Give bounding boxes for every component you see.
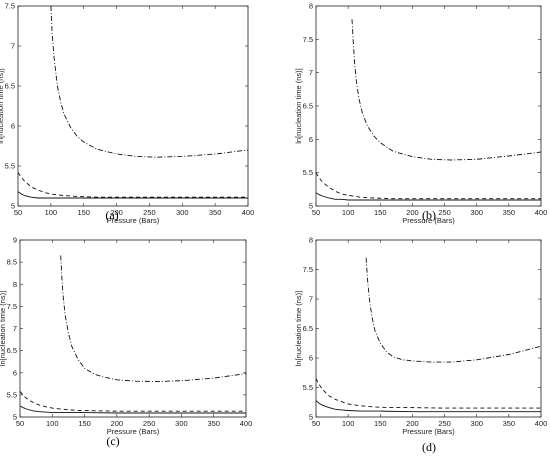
y-tick-label: 5.5 — [303, 168, 313, 177]
x-tick-label: 250 — [438, 419, 451, 428]
y-tick-label: 6.5 — [5, 82, 15, 91]
x-tick-label: 150 — [374, 419, 387, 428]
x-tick-label: 100 — [342, 419, 355, 428]
y-tick-label: 5 — [13, 413, 17, 422]
y-axis-label: ln[nucleation time (ns)] — [0, 291, 7, 366]
y-tick-label: 7.5 — [303, 265, 313, 274]
x-tick-label: 200 — [110, 208, 123, 217]
x-tick-label: 100 — [45, 208, 58, 217]
series-line-solid — [315, 400, 541, 413]
x-tick-label: 300 — [470, 208, 483, 217]
x-tick-label: 250 — [143, 419, 156, 428]
y-tick-label: 8 — [13, 280, 17, 289]
x-tick-label: 100 — [46, 419, 59, 428]
x-axis-label: Pressure (Bars) — [107, 216, 160, 225]
x-tick-label: 50 — [16, 419, 24, 428]
y-tick-label: 5 — [309, 202, 313, 211]
y-tick-label: 5.5 — [5, 162, 15, 171]
x-axis-label: Pressure (Bars) — [107, 427, 160, 436]
series-line-solid — [315, 192, 541, 201]
y-tick-label: 5 — [309, 413, 313, 422]
plot-frame — [19, 239, 247, 418]
x-tick-label: 50 — [312, 419, 320, 428]
y-axis-label: ln[nucleation time (ns)] — [294, 68, 303, 143]
series-line-dashdot — [365, 257, 542, 363]
x-tick-label: 400 — [535, 208, 548, 217]
y-tick-label: 8 — [309, 236, 313, 245]
x-tick-label: 150 — [374, 208, 387, 217]
x-tick-label: 50 — [14, 208, 22, 217]
x-tick-label: 250 — [438, 208, 451, 217]
panel-caption: (a) — [105, 208, 118, 222]
x-tick-label: 250 — [143, 208, 156, 217]
series-line-dashed — [315, 378, 541, 409]
x-axis-label: Pressure (Bars) — [402, 427, 455, 436]
series-line-dashdot — [351, 19, 542, 161]
y-tick-label: 7 — [309, 295, 313, 304]
x-tick-label: 150 — [78, 419, 91, 428]
series-line-dashed — [17, 172, 248, 198]
x-tick-label: 350 — [207, 419, 220, 428]
y-tick-label: 6.5 — [303, 102, 313, 111]
panel-caption: (b) — [422, 208, 436, 222]
series-line-solid — [17, 191, 248, 199]
x-tick-label: 400 — [240, 419, 253, 428]
x-tick-label: 200 — [406, 419, 419, 428]
x-tick-label: 300 — [470, 419, 483, 428]
chart-panel: 50 100 150 200 250 300 350 400 5 5.5 6 6.5 7 7.5 Press… — [0, 2, 254, 226]
x-axis-label: Pressure (Bars) — [402, 216, 455, 225]
y-tick-label: 6 — [309, 354, 313, 363]
y-tick-label: 6.5 — [303, 324, 313, 333]
chart-panel: 50 100 150 200 250 300 350 400 5 5.5 6 6.5 7 7.5 8 Pres… — [294, 2, 547, 226]
y-axis-label: ln[nucleation time (ns)] — [294, 291, 303, 366]
y-tick-label: 7 — [11, 42, 15, 51]
y-tick-label: 6 — [309, 135, 313, 144]
x-tick-label: 100 — [342, 208, 355, 217]
y-tick-label: 5.5 — [7, 390, 17, 399]
y-tick-label: 7.5 — [7, 302, 17, 311]
y-tick-label: 8 — [309, 2, 313, 11]
y-tick-label: 7 — [13, 324, 17, 333]
x-tick-label: 400 — [242, 208, 255, 217]
plot-frame — [17, 5, 249, 207]
x-tick-label: 300 — [176, 208, 189, 217]
plot-frame — [315, 5, 542, 207]
y-tick-label: 7.5 — [303, 35, 313, 44]
y-tick-label: 5.5 — [303, 383, 313, 392]
x-tick-label: 200 — [111, 419, 124, 428]
x-tick-label: 400 — [535, 419, 548, 428]
x-tick-label: 350 — [503, 419, 516, 428]
y-tick-label: 8.5 — [7, 258, 17, 267]
y-tick-label: 6 — [11, 122, 15, 131]
series-line-dashed — [19, 391, 246, 412]
y-tick-label: 6 — [13, 368, 17, 377]
panel-caption: (c) — [106, 434, 119, 448]
y-tick-label: 5 — [11, 202, 15, 211]
x-tick-label: 150 — [77, 208, 90, 217]
y-axis-label: ln[nucleation time (ns)] — [0, 68, 5, 143]
x-tick-label: 300 — [175, 419, 188, 428]
chart-panel: 50 100 150 200 250 300 350 400 5 5.5 6 6.5 7 7.5 8 8.5 9… — [0, 236, 252, 449]
y-tick-label: 7.5 — [5, 2, 15, 11]
y-tick-label: 7 — [309, 68, 313, 77]
plot-frame — [315, 239, 542, 418]
series-line-solid — [19, 405, 246, 414]
series-line-dashdot — [50, 5, 249, 158]
y-tick-label: 9 — [13, 236, 17, 245]
x-tick-label: 350 — [503, 208, 516, 217]
x-tick-label: 200 — [406, 208, 419, 217]
x-tick-label: 350 — [209, 208, 222, 217]
series-line-dashed — [315, 172, 541, 200]
y-tick-label: 6.5 — [7, 346, 17, 355]
series-line-dashdot — [60, 255, 247, 383]
x-tick-label: 50 — [312, 208, 320, 217]
chart-panel: 50 100 150 200 250 300 350 400 5 5.5 6 6.5 7 7.5 8 Pres… — [294, 236, 547, 455]
panel-caption: (d) — [422, 440, 436, 454]
